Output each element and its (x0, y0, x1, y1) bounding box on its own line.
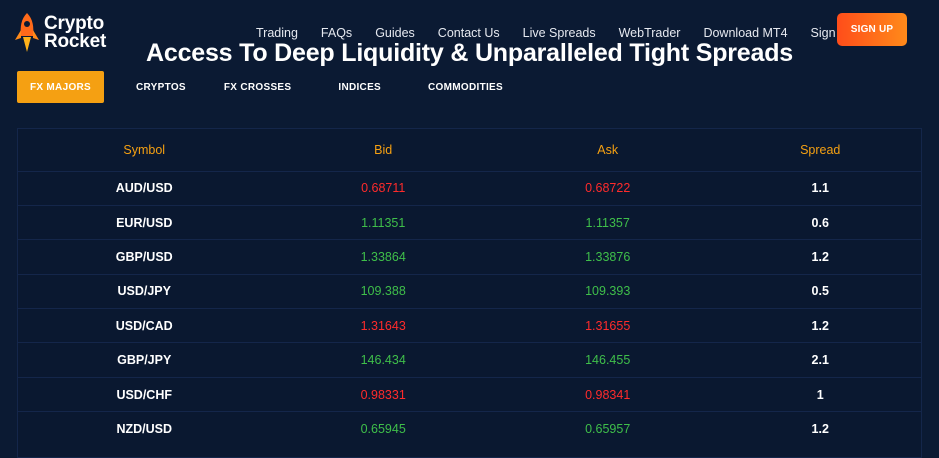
spread-cell: 1 (719, 376, 921, 412)
page-headline: Access To Deep Liquidity & Unparalleled … (0, 39, 939, 68)
tab-indices[interactable]: INDICES (338, 81, 382, 93)
nav-download-mt4[interactable]: Download MT4 (703, 26, 788, 40)
header-spread: Spread (800, 142, 841, 157)
symbol-cell: GBP/JPY (18, 342, 271, 378)
nav-faqs[interactable]: FAQs (320, 26, 353, 40)
spread-cell: 0.6 (719, 204, 921, 240)
brand-line-1: Crypto (44, 13, 105, 34)
main-nav: Trading FAQs Guides Contact Us Live Spre… (256, 26, 849, 40)
ask-cell: 109.393 (495, 273, 720, 309)
brand-line-2: Rocket (44, 31, 107, 52)
table-row: GBP/USD 1.33864 1.33876 1.2 (18, 239, 921, 275)
nav-contact-us[interactable]: Contact Us (437, 26, 500, 40)
symbol-cell: USD/CHF (18, 376, 271, 412)
table-row: GBP/JPY 146.434 146.455 2.1 (18, 342, 921, 378)
tab-fx-crosses[interactable]: FX CROSSES (223, 81, 292, 93)
bid-cell: 0.98331 (270, 376, 496, 412)
nav-live-spreads[interactable]: Live Spreads (522, 26, 596, 40)
bid-cell: 1.11351 (270, 204, 496, 240)
nav-webtrader[interactable]: WebTrader (618, 26, 681, 40)
table-row: USD/CHF 0.98331 0.98341 1 (18, 376, 921, 412)
ask-cell: 0.65957 (495, 411, 720, 447)
symbol-cell: USD/JPY (18, 273, 271, 309)
ask-cell: 1.33876 (495, 239, 720, 275)
ask-cell: 0.68722 (495, 170, 720, 206)
symbol-cell: AUD/USD (18, 170, 271, 206)
headline-text: Access To Deep Liquidity & Unparalleled … (146, 39, 793, 67)
table-row: USD/JPY 109.388 109.393 0.5 (18, 273, 921, 309)
rocket-icon (15, 13, 39, 52)
spread-cell: 1.2 (719, 239, 921, 275)
bid-cell: 1.31643 (270, 308, 496, 343)
brand-name: Crypto Rocket (44, 13, 107, 52)
header-symbol: Symbol (123, 142, 166, 157)
crypto-rocket-logo[interactable]: Crypto Rocket (14, 12, 106, 54)
spreads-table: Symbol Bid Ask Spread AUD/USD 0.68711 0.… (18, 129, 921, 447)
symbol-cell: GBP/USD (18, 239, 271, 275)
tab-fx-majors[interactable]: FX MAJORS (17, 71, 104, 103)
symbol-cell: NZD/USD (18, 411, 271, 447)
header-ask: Ask (597, 142, 619, 157)
header-bid: Bid (374, 142, 393, 157)
ask-cell: 0.98341 (495, 376, 720, 412)
bid-cell: 0.65945 (270, 411, 496, 447)
spreads-table-panel: Symbol Bid Ask Spread AUD/USD 0.68711 0.… (17, 128, 922, 458)
nav-guides[interactable]: Guides (375, 26, 415, 40)
table-row: NZD/USD 0.65945 0.65957 1.2 (18, 411, 921, 447)
table-row: EUR/USD 1.11351 1.11357 0.6 (18, 204, 921, 240)
tab-commodities[interactable]: COMMODITIES (428, 81, 503, 93)
bid-cell: 0.68711 (270, 170, 496, 206)
spread-cell: 1.1 (719, 170, 921, 206)
bid-cell: 1.33864 (270, 239, 496, 275)
spread-cell: 1.2 (719, 411, 921, 447)
ask-cell: 146.455 (495, 342, 720, 378)
ask-cell: 1.11357 (495, 204, 720, 240)
table-row: USD/CAD 1.31643 1.31655 1.2 (18, 308, 921, 343)
bid-cell: 109.388 (270, 273, 496, 309)
table-row: AUD/USD 0.68711 0.68722 1.1 (18, 170, 921, 206)
spread-cell: 2.1 (719, 342, 921, 378)
tab-cryptos[interactable]: CRYPTOS (136, 81, 186, 93)
ask-cell: 1.31655 (495, 308, 720, 343)
signup-button[interactable]: SIGN UP (837, 13, 907, 46)
bid-cell: 146.434 (270, 342, 496, 378)
symbol-cell: USD/CAD (18, 308, 271, 343)
nav-trading[interactable]: Trading (256, 26, 298, 40)
table-header-row: Symbol Bid Ask Spread (18, 129, 921, 171)
symbol-cell: EUR/USD (18, 204, 271, 240)
spread-cell: 1.2 (719, 308, 921, 343)
market-tabs: FX MAJORS CRYPTOS FX CROSSES INDICES COM… (17, 71, 518, 103)
spread-cell: 0.5 (719, 273, 921, 309)
